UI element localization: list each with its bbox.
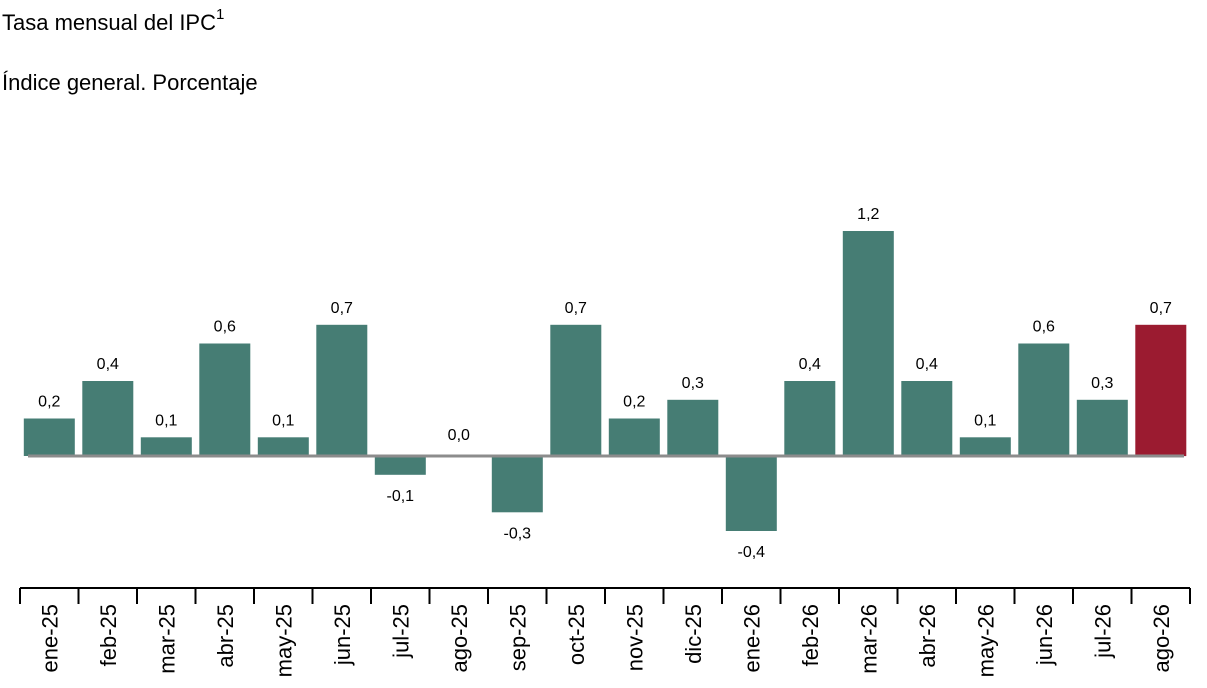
bar-nov-25: [608, 418, 660, 456]
chart-subtitle: Índice general. Porcentaje: [2, 70, 258, 95]
x-tick-label: oct-25: [564, 604, 589, 665]
chart-title-text: Tasa mensual del IPC: [2, 10, 216, 35]
data-label: -0,4: [738, 544, 766, 561]
x-tick-label: feb-26: [798, 604, 823, 666]
data-label: 0,2: [623, 394, 645, 411]
bar-ago-26: [1135, 324, 1187, 457]
x-tick-label: feb-25: [96, 604, 121, 666]
x-tick-label: may-26: [973, 604, 998, 677]
x-tick-label: jul-25: [388, 604, 413, 659]
bar-sep-25: [491, 456, 543, 513]
bar-feb-26: [784, 381, 836, 456]
data-label: -0,1: [387, 488, 415, 505]
bar-mar-26: [842, 231, 894, 456]
bar-jun-25: [316, 324, 368, 457]
x-tick-label: abr-26: [915, 604, 940, 668]
bar-dic-25: [667, 399, 719, 457]
data-label: 1,2: [857, 206, 879, 223]
data-label: 0,1: [974, 412, 996, 429]
x-tick-label: mar-26: [856, 604, 881, 674]
bar-ene-25: [23, 418, 75, 456]
data-label: 0,7: [1150, 300, 1172, 317]
data-label: 0,2: [38, 394, 60, 411]
data-label: 0,0: [448, 427, 470, 444]
data-label: -0,3: [504, 525, 532, 542]
x-tick-label: ago-25: [447, 604, 472, 673]
chart-title: Tasa mensual del IPC1: [2, 6, 224, 36]
bar-abr-26: [901, 381, 953, 456]
bar-oct-25: [550, 324, 602, 457]
bar-abr-25: [199, 343, 251, 456]
bar-jun-26: [1018, 343, 1070, 456]
bar-mar-25: [140, 437, 192, 457]
bar-jul-26: [1076, 399, 1128, 457]
data-label: 0,1: [155, 412, 177, 429]
x-tick-label: nov-25: [622, 604, 647, 671]
data-label: 0,4: [97, 356, 119, 373]
x-tick-label: sep-25: [505, 604, 530, 671]
bar-may-25: [257, 437, 309, 457]
x-tick-label: may-25: [271, 604, 296, 677]
data-label: 0,4: [916, 356, 938, 373]
x-tick-label: jul-26: [1090, 604, 1115, 659]
title-footnote-mark: 1: [216, 6, 225, 23]
data-label: 0,3: [682, 375, 704, 392]
bar-ene-26: [725, 456, 777, 531]
data-label: 0,6: [214, 319, 236, 336]
x-tick-label: abr-25: [213, 604, 238, 668]
bar-feb-25: [82, 381, 134, 456]
data-label: 0,7: [331, 300, 353, 317]
bar-jul-25: [374, 456, 426, 475]
x-tick-label: jun-25: [330, 604, 355, 666]
data-label: 0,6: [1033, 319, 1055, 336]
x-tick-label: dic-25: [681, 604, 706, 664]
x-tick-label: ene-25: [37, 604, 62, 673]
data-label: 0,1: [272, 412, 294, 429]
data-label: 0,3: [1091, 375, 1113, 392]
x-tick-label: jun-26: [1032, 604, 1057, 666]
x-tick-label: ago-26: [1149, 604, 1174, 673]
x-tick-label: ene-26: [739, 604, 764, 673]
data-label: 0,7: [565, 300, 587, 317]
x-tick-label: mar-25: [154, 604, 179, 674]
bar-may-26: [959, 437, 1011, 457]
data-label: 0,4: [799, 356, 821, 373]
